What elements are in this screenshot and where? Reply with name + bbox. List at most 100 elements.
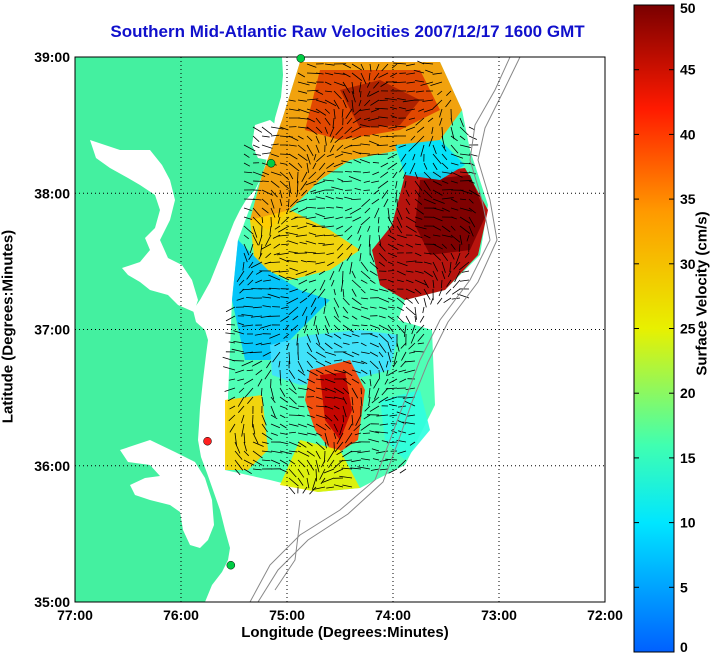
vector-arrow [288, 378, 297, 391]
vector-arrow [378, 369, 381, 380]
vector-arrow [308, 279, 317, 283]
vector-arrow [423, 171, 432, 180]
vector-arrow [369, 378, 372, 387]
velocity-patch [415, 175, 486, 255]
x-tick-label: 75:00 [269, 607, 305, 623]
vector-arrow [243, 432, 246, 444]
vector-arrow [361, 458, 371, 461]
vector-arrow [234, 459, 244, 471]
y-axis-label: Latitude (Degrees:Minutes) [0, 229, 17, 424]
vector-arrow [261, 396, 264, 407]
vector-arrow [306, 387, 316, 392]
vector-arrow [302, 486, 308, 494]
vector-arrow [414, 315, 417, 323]
vector-arrow [336, 225, 344, 230]
vector-arrow [330, 135, 335, 143]
vector-arrow [306, 414, 315, 419]
vector-arrow [351, 306, 362, 311]
vector-arrow [243, 225, 254, 235]
vector-arrow [445, 288, 452, 295]
vector-arrow [323, 468, 335, 474]
vector-arrow [372, 458, 380, 461]
vector-arrow [357, 466, 371, 470]
vector-arrow [461, 270, 470, 273]
vector-arrow [300, 180, 308, 191]
vector-arrow [323, 179, 335, 182]
vector-arrow [296, 333, 299, 346]
vector-arrow [261, 414, 267, 426]
vector-arrow [393, 81, 407, 84]
pamlico-sound [120, 440, 214, 548]
vector-arrow [385, 360, 389, 368]
vector-arrow [425, 69, 434, 74]
vector-arrow [353, 423, 362, 432]
vector-arrow [277, 225, 290, 233]
vector-arrow [297, 99, 307, 102]
vector-arrow [261, 135, 270, 138]
vector-arrow [279, 180, 289, 189]
vector-arrow [364, 207, 371, 214]
vector-arrow [397, 450, 407, 454]
vector-arrow [378, 306, 388, 310]
vector-arrow [405, 270, 414, 273]
vector-arrow [406, 81, 416, 84]
vector-arrow [450, 117, 454, 126]
vector-arrow [351, 198, 362, 201]
vector-arrow [341, 467, 353, 470]
vector-arrow [288, 180, 292, 194]
vector-arrow [306, 459, 315, 471]
vector-arrow [378, 261, 386, 267]
vector-arrow [243, 180, 254, 186]
vector-arrow [369, 288, 379, 292]
vector-arrow [387, 216, 395, 229]
vector-arrow [450, 198, 458, 203]
vector-arrow [333, 72, 346, 75]
vector-arrow [398, 144, 407, 148]
vector-arrow [324, 81, 332, 86]
vector-arrow [306, 126, 318, 135]
vector-arrow [306, 369, 318, 377]
vector-arrow [319, 279, 326, 291]
vector-arrow [414, 180, 423, 191]
vector-arrow [374, 207, 380, 219]
vector-arrow [402, 396, 416, 399]
vector-arrow [315, 72, 324, 75]
vector-arrow [297, 144, 306, 152]
colorbar-tick-label: 30 [680, 256, 696, 272]
vector-arrow [368, 72, 371, 81]
vector-arrow [284, 324, 290, 331]
vector-arrow [225, 315, 236, 322]
vector-arrow [252, 306, 263, 309]
vector-arrow [309, 198, 317, 200]
vector-arrow [360, 315, 371, 320]
vector-arrow [349, 207, 362, 215]
vector-arrow [297, 90, 308, 94]
vector-arrow [303, 324, 308, 334]
vector-arrow [321, 225, 335, 228]
vector-arrow [345, 441, 353, 448]
vector-arrow [252, 171, 266, 177]
vector-arrow [326, 450, 335, 463]
vector-arrow [288, 189, 291, 197]
vector-arrow [333, 99, 340, 110]
vector-arrow [324, 378, 336, 384]
vector-arrow [380, 171, 389, 178]
vector-arrow [298, 279, 308, 285]
vector-arrow [388, 126, 398, 129]
vector-arrow [324, 117, 331, 126]
vector-arrow [324, 423, 331, 430]
vector-arrow [369, 306, 377, 309]
vector-arrow [378, 360, 385, 373]
vector-arrow [345, 108, 353, 119]
vector-arrow [422, 306, 425, 314]
vector-arrow [378, 234, 382, 247]
vector-arrow [468, 171, 476, 175]
vector-arrow [443, 297, 452, 304]
vector-arrow [331, 186, 344, 191]
vector-arrow [243, 441, 248, 452]
vector-arrow [352, 135, 362, 141]
y-tick-labels: 39:00 38:00 37:00 36:00 35:00 [34, 49, 70, 610]
velocity-patch [395, 140, 465, 180]
vector-arrow [333, 359, 343, 362]
vector-arrow [339, 475, 353, 479]
